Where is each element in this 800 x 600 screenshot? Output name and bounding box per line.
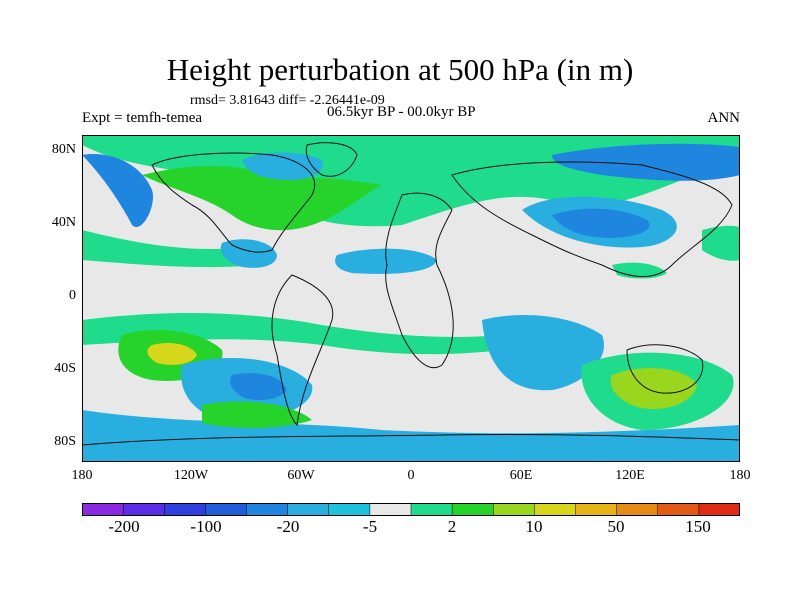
lat-tick-40n: 40N (51, 215, 76, 230)
contour-asia-blue-core (552, 208, 650, 238)
lat-tick-40s: 40S (54, 361, 76, 376)
contour-antarctic-green (202, 401, 312, 428)
lon-tick-60w: 60W (287, 468, 315, 483)
contour-south-america-blue-core (230, 373, 287, 401)
lon-tick-0: 0 (407, 468, 415, 483)
colorbar-label-minus200: -200 (108, 517, 140, 536)
map-title: Height perturbation at 500 hPa (in m) (166, 52, 634, 87)
colorbar-cell (369, 503, 412, 516)
contour-australia-yellow (610, 368, 697, 409)
contour-sh-band-green (82, 313, 502, 355)
colorbar-cell (122, 503, 166, 516)
colorbar-cell (451, 503, 495, 516)
colorbar-cell (82, 503, 124, 516)
lat-tick-0: 0 (69, 288, 76, 303)
contour-south-pacific-yellow (147, 343, 197, 365)
contour-pacific-blue (82, 154, 153, 227)
colorbar-cell (657, 503, 700, 516)
colorbar-cell (205, 503, 248, 516)
colorbar-label-minus100: -100 (190, 517, 222, 536)
experiment-label: Expt = temfh-temea (82, 110, 203, 126)
australia-coast (626, 344, 704, 394)
colorbar-cell (493, 503, 536, 516)
contour-arctic-blue (242, 152, 323, 180)
map-border (82, 135, 740, 462)
colorbar-cell (534, 503, 577, 516)
europe-africa-coast (385, 192, 454, 369)
colorbar-cell (616, 503, 659, 516)
colorbar-cell (287, 503, 330, 516)
colorbar-label-2: 2 (447, 517, 457, 536)
lat-tick-80s: 80S (54, 434, 76, 449)
colorbar-label-150: 150 (685, 517, 711, 536)
period-label: 06.5kyr BP - 00.0kyr BP (327, 104, 476, 120)
antarctica-coast (82, 433, 740, 446)
lon-tick-60e: 60E (509, 468, 533, 483)
lon-tick-120w: 120W (173, 468, 209, 483)
north-america-coast (151, 152, 315, 253)
coastlines (82, 142, 740, 446)
colorbar-cell (575, 503, 618, 516)
lon-tick-180e: 180 (729, 468, 751, 483)
colorbar-cell (246, 503, 289, 516)
south-america-coast (271, 274, 334, 427)
colorbar (82, 503, 740, 516)
colorbar-label-minus20: -20 (276, 517, 300, 536)
contour-canada-green (142, 165, 382, 231)
colorbar-label-10: 10 (525, 517, 543, 536)
contour-nh-band-green (82, 230, 262, 268)
map-plot (82, 135, 740, 462)
contour-siberia-blue (552, 143, 740, 181)
asia-coast (451, 161, 733, 278)
lon-tick-120e: 120E (615, 468, 645, 483)
lon-tick-180w: 180 (71, 468, 93, 483)
colorbar-cell (410, 503, 453, 516)
colorbar-label-50: 50 (607, 517, 625, 536)
greenland-coast (305, 142, 358, 177)
colorbar-label-minus5: -5 (362, 517, 378, 536)
colorbar-cell (164, 503, 207, 516)
contour-pacific-east-green (702, 225, 740, 261)
season-label: ANN (707, 110, 741, 126)
lat-tick-80n: 80N (51, 142, 76, 157)
colorbar-cell (328, 503, 371, 516)
colorbar-cell (698, 503, 740, 516)
stats-line: rmsd= 3.81643 diff= -2.26441e-09 (190, 93, 385, 108)
contour-indian-ocean-blue (482, 315, 604, 391)
